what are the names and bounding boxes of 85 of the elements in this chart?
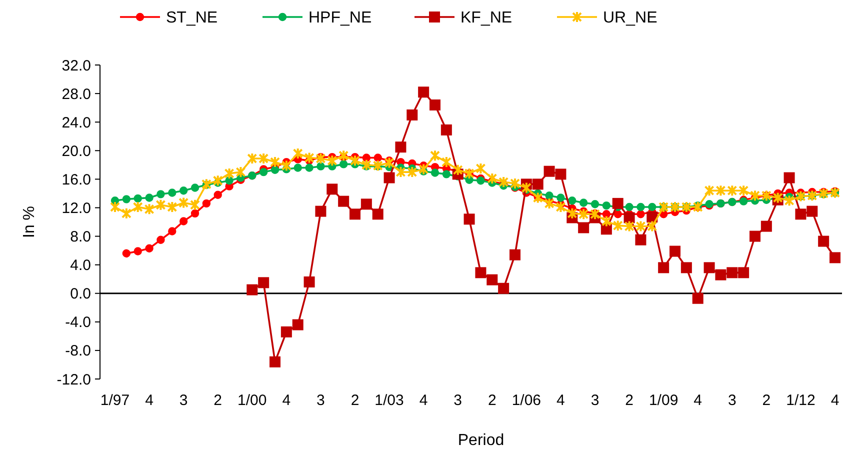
point (270, 356, 280, 368)
point (806, 206, 818, 217)
point (658, 262, 670, 274)
x-tick-label: 1/97 (100, 392, 130, 409)
y-tick-label: 4.0 (70, 257, 91, 274)
x-tick-label: 3 (728, 392, 736, 409)
point (624, 212, 635, 224)
x-tick-label: 1/12 (786, 392, 816, 409)
x-tick-label: 2 (488, 392, 496, 409)
point (280, 326, 292, 338)
point (795, 208, 806, 220)
x-tick-label: 2 (762, 392, 771, 409)
y-tick-label: 24.0 (62, 114, 91, 132)
point (418, 86, 430, 98)
legend-label: UR_NE (603, 10, 658, 27)
point (430, 99, 440, 110)
x-tick-label: 3 (179, 392, 188, 409)
y-tick-label: 16.0 (62, 171, 91, 188)
x-tick-label: 1/00 (238, 392, 267, 409)
point (350, 208, 360, 220)
point (395, 142, 406, 153)
point (726, 267, 738, 278)
point (440, 124, 452, 136)
point (760, 220, 772, 232)
x-tick-label: 3 (454, 392, 462, 409)
point (464, 214, 475, 225)
point (510, 249, 520, 260)
point (475, 267, 486, 278)
x-tick-label: 4 (282, 392, 291, 409)
y-tick-label: 32.0 (62, 57, 91, 74)
point (635, 234, 646, 246)
x-tick-label: 1/06 (512, 392, 542, 409)
y-tick-label: 20.0 (62, 142, 91, 160)
point (304, 276, 315, 288)
y-tick-label: 0.0 (70, 286, 91, 303)
x-tick-label: 3 (316, 392, 325, 409)
point (830, 252, 840, 264)
point (692, 292, 704, 304)
point (246, 284, 258, 296)
point (578, 222, 590, 234)
point (784, 172, 795, 184)
point (532, 178, 544, 190)
point (750, 230, 760, 242)
point (612, 198, 624, 209)
point (715, 269, 726, 280)
x-tick-label: 4 (830, 392, 840, 409)
point (292, 319, 304, 330)
x-tick-label: 4 (556, 392, 565, 409)
point (544, 166, 555, 177)
point (680, 262, 692, 274)
y-tick-label: 8.0 (70, 228, 91, 246)
point (738, 267, 750, 278)
x-tick-label: 1/03 (374, 392, 404, 409)
y-tick-label: -12.0 (56, 371, 91, 388)
point (372, 208, 384, 220)
point (258, 277, 270, 288)
point (486, 274, 498, 286)
y-tick-label: 28.0 (62, 86, 91, 103)
x-tick-label: 2 (214, 392, 222, 409)
x-tick-label: 3 (590, 392, 600, 409)
x-tick-label: 4 (694, 392, 702, 409)
point (384, 172, 395, 184)
point (704, 262, 715, 274)
point (670, 246, 680, 257)
point (818, 236, 830, 247)
point (498, 282, 510, 294)
x-tick-label: 4 (419, 392, 428, 409)
y-tick-label: 12.0 (62, 200, 91, 217)
x-tick-label: 2 (350, 392, 360, 409)
legend-label: ST_NE (166, 10, 218, 27)
x-tick-label: 1/09 (648, 392, 678, 409)
point (326, 184, 338, 195)
point (406, 109, 418, 120)
x-tick-label: 4 (145, 392, 154, 409)
point (360, 198, 372, 210)
y-axis-title: In % (21, 206, 38, 238)
x-axis-title: Period (458, 432, 504, 449)
point (555, 168, 566, 180)
legend-label: HPF_NE (308, 10, 372, 27)
y-tick-label: -4.0 (65, 314, 91, 332)
point (338, 196, 350, 207)
legend-label: KF_NE (460, 10, 512, 27)
x-tick-label: 2 (625, 392, 634, 409)
y-tick-label: -8.0 (65, 342, 91, 360)
point (315, 206, 326, 217)
